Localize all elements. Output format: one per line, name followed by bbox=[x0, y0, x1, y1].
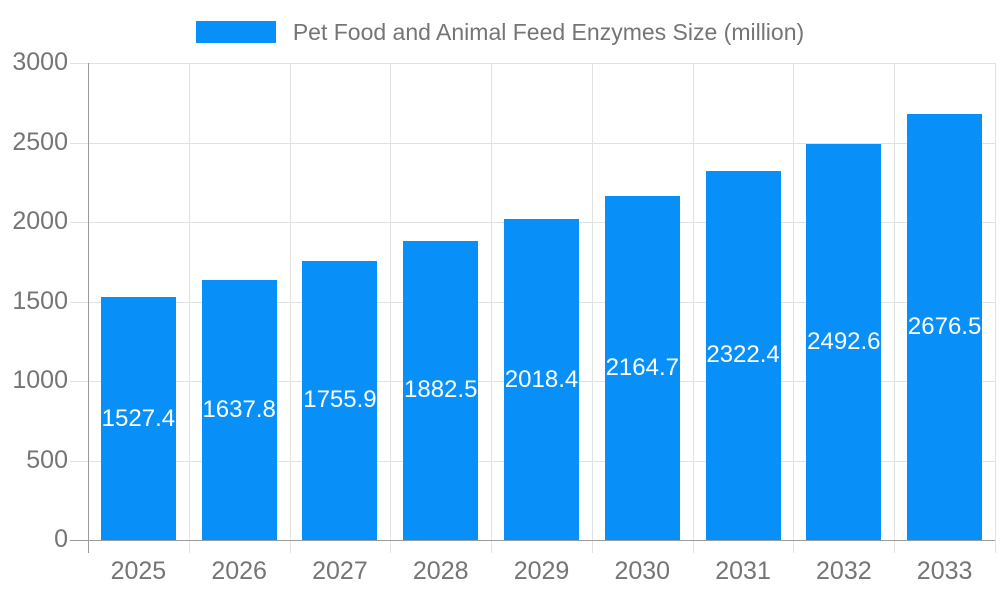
legend-swatch-icon bbox=[195, 21, 276, 43]
x-gridline bbox=[995, 63, 996, 553]
x-tick-label: 2026 bbox=[211, 557, 267, 585]
bar-value-label: 1637.8 bbox=[202, 395, 276, 423]
y-gridline bbox=[70, 142, 995, 144]
x-axis-line bbox=[70, 540, 995, 541]
y-axis-line bbox=[88, 63, 89, 553]
x-gridline bbox=[491, 63, 492, 553]
bar[interactable] bbox=[705, 170, 781, 540]
x-tick-label: 2028 bbox=[412, 557, 469, 585]
x-tick-label: 2031 bbox=[715, 557, 771, 585]
bar-value-label: 2492.6 bbox=[807, 327, 881, 355]
x-tick-label: 2033 bbox=[916, 557, 973, 585]
y-gridline bbox=[70, 63, 995, 64]
bar-value-label: 2018.4 bbox=[504, 365, 579, 393]
y-tick-label: 2000 bbox=[12, 207, 68, 235]
bar-value-label: 2322.4 bbox=[706, 341, 780, 369]
bar-value-label: 1882.5 bbox=[404, 376, 478, 404]
y-tick-label: 1500 bbox=[12, 286, 68, 315]
x-gridline bbox=[693, 63, 694, 553]
y-tick-label: 2500 bbox=[12, 127, 68, 156]
plot-area: 1527.4 1637.8 1755.9 1882.5 2018.4 2164.7 2322… bbox=[12, 48, 996, 585]
x-tick-label: 2025 bbox=[110, 557, 167, 585]
bar-value-label: 2164.7 bbox=[605, 353, 679, 381]
x-gridline bbox=[290, 63, 291, 553]
bar[interactable] bbox=[100, 297, 176, 540]
bar[interactable] bbox=[302, 260, 378, 540]
y-tick-label: 3000 bbox=[12, 48, 68, 76]
bar-value-label: 1527.4 bbox=[101, 404, 176, 432]
bar[interactable] bbox=[604, 195, 680, 540]
x-gridline bbox=[189, 63, 190, 553]
bar-value-label: 1755.9 bbox=[303, 386, 377, 414]
y-tick-label: 1000 bbox=[12, 366, 68, 394]
bar-value-label: 2676.5 bbox=[907, 313, 982, 341]
x-gridline bbox=[793, 63, 794, 553]
y-tick-label: 500 bbox=[26, 445, 68, 474]
x-tick-label: 2029 bbox=[513, 557, 570, 585]
x-tick-label: 2032 bbox=[816, 557, 872, 585]
bar[interactable] bbox=[504, 219, 579, 540]
bar[interactable] bbox=[907, 114, 983, 540]
bar[interactable] bbox=[806, 143, 882, 540]
bar[interactable] bbox=[403, 240, 479, 540]
x-gridline bbox=[894, 63, 895, 553]
x-tick-label: 2027 bbox=[312, 557, 368, 585]
y-tick-label: 0 bbox=[54, 525, 68, 553]
x-gridline bbox=[592, 63, 593, 553]
legend-label: Pet Food and Animal Feed Enzymes Size (m… bbox=[292, 18, 805, 45]
bar[interactable] bbox=[201, 279, 277, 540]
x-gridline bbox=[390, 63, 391, 553]
chart-legend[interactable]: Pet Food and Animal Feed Enzymes Size (m… bbox=[0, 18, 1000, 46]
x-tick-label: 2030 bbox=[614, 557, 671, 585]
